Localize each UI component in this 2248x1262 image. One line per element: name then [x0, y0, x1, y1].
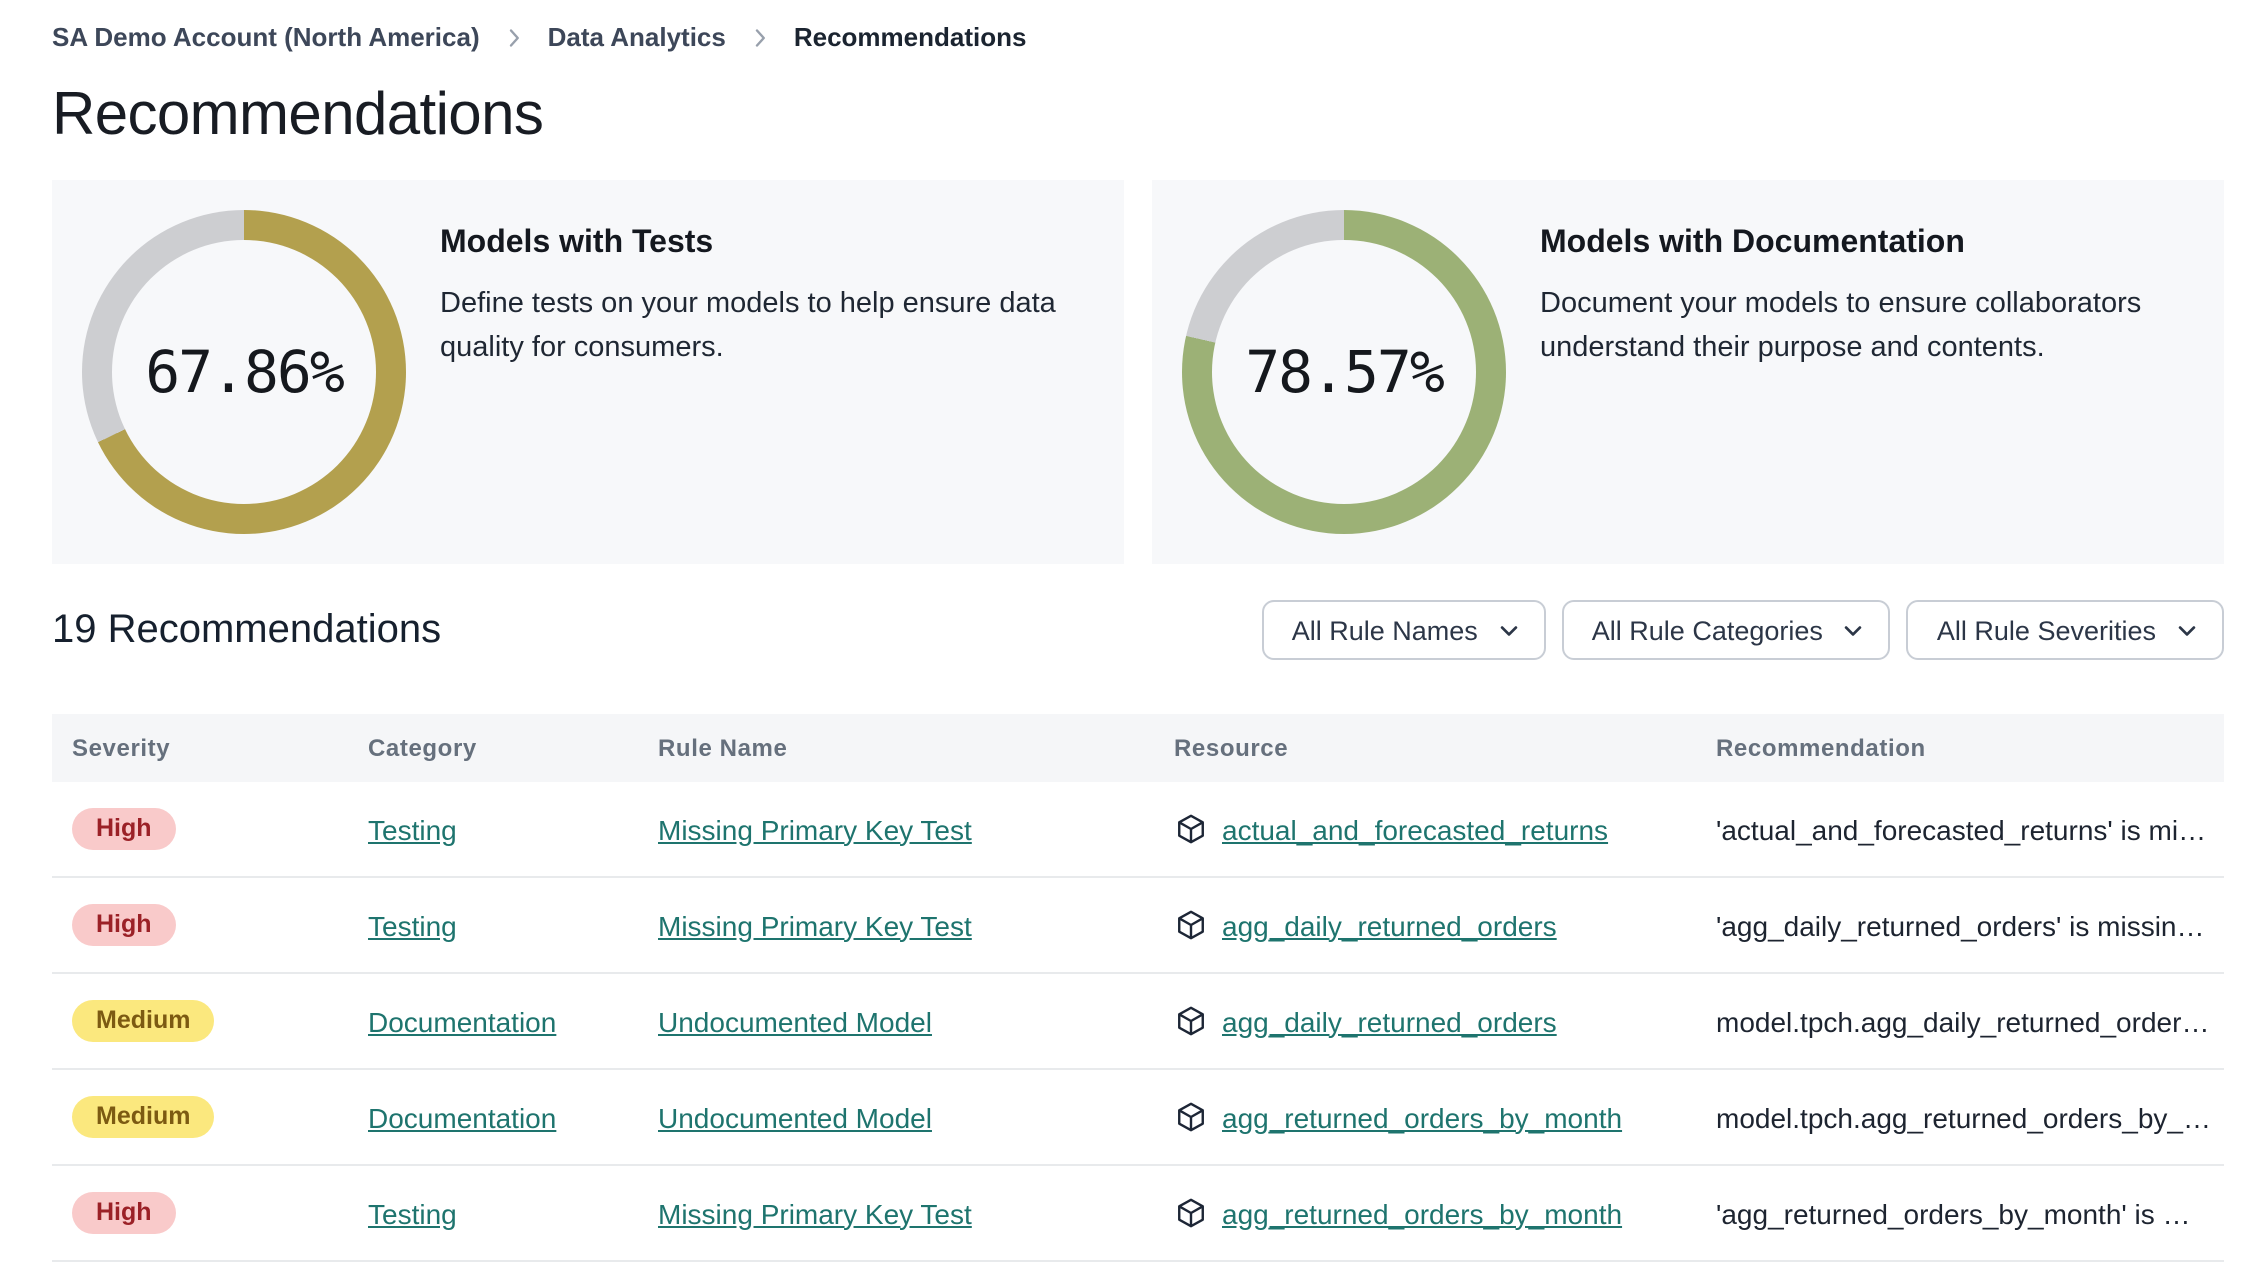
breadcrumb-current: Recommendations [793, 22, 1027, 52]
cube-icon [1178, 1198, 1204, 1228]
models-with-documentation-card: 78.57% Models with Documentation Documen… [1152, 180, 2224, 564]
severity-badge: Medium [72, 1095, 215, 1139]
recommendation-text: model.tpch.agg_returned_orders_by_month … [1716, 1101, 2224, 1133]
documentation-donut-chart: 78.57% [1182, 210, 1506, 534]
breadcrumb-account[interactable]: SA Demo Account (North America) [52, 22, 480, 52]
rule-name-link[interactable]: Undocumented Model [658, 1101, 932, 1133]
recommendations-table: Severity Category Rule Name Resource Rec… [52, 714, 2224, 1262]
rule-name-link[interactable]: Missing Primary Key Test [658, 909, 972, 941]
category-link[interactable]: Testing [368, 909, 457, 941]
resource-link[interactable]: agg_daily_returned_orders [1222, 909, 1557, 941]
cube-icon [1178, 1006, 1204, 1036]
cube-icon [1178, 1102, 1204, 1132]
cube-icon [1178, 814, 1204, 844]
column-header-severity: Severity [72, 734, 171, 762]
breadcrumb-project[interactable]: Data Analytics [547, 22, 726, 52]
column-header-category: Category [368, 734, 477, 762]
card-description-documentation: Document your models to ensure collabora… [1540, 288, 2142, 365]
rule-name-link[interactable]: Undocumented Model [658, 1005, 932, 1037]
severity-badge: High [72, 903, 176, 947]
rule-name-link[interactable]: Missing Primary Key Test [658, 813, 972, 845]
severity-badge: High [72, 807, 176, 851]
list-header: 19 Recommendations All Rule Names All Ru… [52, 600, 2224, 660]
resource-link[interactable]: agg_daily_returned_orders [1222, 1005, 1557, 1037]
card-title-documentation: Models with Documentation [1540, 226, 1965, 260]
table-row: High Testing Missing Primary Key Test ag… [52, 878, 2224, 974]
breadcrumb: SA Demo Account (North America) Data Ana… [52, 0, 2224, 52]
resource-link[interactable]: agg_returned_orders_by_month [1222, 1101, 1623, 1133]
table-row: Medium Documentation Undocumented Model … [52, 1070, 2224, 1166]
tests-percentage: 67.86% [145, 338, 345, 406]
table-row: High Testing Missing Primary Key Test ag… [52, 1166, 2224, 1262]
severity-badge: Medium [72, 999, 215, 1043]
table-row: Medium Documentation Undocumented Model … [52, 974, 2224, 1070]
category-link[interactable]: Testing [368, 813, 457, 845]
page-title: Recommendations [52, 82, 544, 148]
card-description-tests: Define tests on your models to help ensu… [440, 288, 1056, 365]
recommendation-text: model.tpch.agg_daily_returned_orders is … [1716, 1005, 2224, 1037]
column-header-resource: Resource [1174, 734, 1289, 762]
column-header-rule-name: Rule Name [658, 734, 788, 762]
card-title-tests: Models with Tests [440, 226, 714, 260]
category-link[interactable]: Documentation [368, 1005, 557, 1037]
resource-link[interactable]: agg_returned_orders_by_month [1222, 1197, 1623, 1229]
category-link[interactable]: Testing [368, 1197, 457, 1229]
rule-name-link[interactable]: Missing Primary Key Test [658, 1197, 972, 1229]
recommendations-count: 19 Recommendations [52, 607, 442, 651]
models-with-tests-card: 67.86% Models with Tests Define tests on… [52, 180, 1124, 564]
rule-severities-filter[interactable]: All Rule Severities [1906, 600, 2224, 660]
rule-categories-filter[interactable]: All Rule Categories [1561, 600, 1891, 660]
recommendation-text: 'agg_daily_returned_orders' is missing a… [1716, 909, 2224, 941]
chevron-right-icon [755, 28, 765, 46]
summary-cards: 67.86% Models with Tests Define tests on… [52, 180, 2224, 564]
tests-donut-chart: 67.86% [82, 210, 406, 534]
severity-badge: High [72, 1191, 176, 1235]
table-header: Severity Category Rule Name Resource Rec… [52, 714, 2224, 782]
recommendations-page: SA Demo Account (North America) Data Ana… [52, 0, 2224, 1262]
chevron-down-icon [2178, 625, 2196, 635]
filter-bar: All Rule Names All Rule Categories All R… [1261, 600, 2224, 660]
table-row: High Testing Missing Primary Key Test ac… [52, 782, 2224, 878]
rule-names-filter[interactable]: All Rule Names [1261, 600, 1546, 660]
chevron-right-icon [509, 28, 519, 46]
chevron-down-icon [1845, 625, 1863, 635]
resource-link[interactable]: actual_and_forecasted_returns [1222, 813, 1609, 845]
cube-icon [1178, 910, 1204, 940]
category-link[interactable]: Documentation [368, 1101, 557, 1133]
recommendation-text: 'agg_returned_orders_by_month' is missin… [1716, 1197, 2224, 1229]
recommendation-text: 'actual_and_forecasted_returns' is missi… [1716, 813, 2224, 845]
chevron-down-icon [1500, 625, 1518, 635]
documentation-percentage: 78.57% [1245, 338, 1445, 406]
column-header-recommendation: Recommendation [1716, 734, 1926, 762]
